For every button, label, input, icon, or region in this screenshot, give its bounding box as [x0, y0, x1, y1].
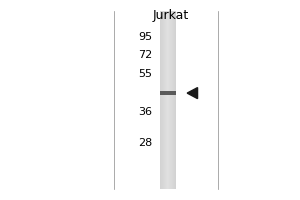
- Text: 28: 28: [138, 138, 152, 148]
- Bar: [160, 91, 176, 95]
- Polygon shape: [187, 88, 198, 99]
- Text: 55: 55: [138, 69, 152, 79]
- Text: 95: 95: [138, 32, 152, 42]
- Text: Jurkat: Jurkat: [153, 9, 189, 22]
- Text: 72: 72: [138, 50, 152, 60]
- Text: 36: 36: [138, 107, 152, 117]
